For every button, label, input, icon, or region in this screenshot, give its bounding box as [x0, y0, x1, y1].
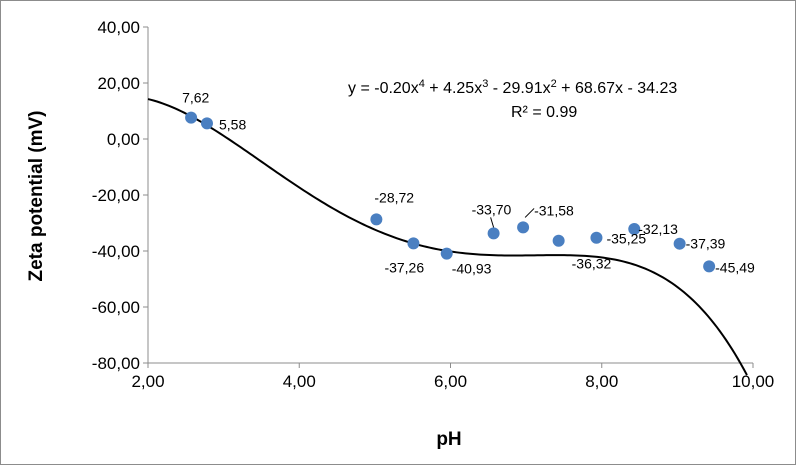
y-tick-label: -60,00: [92, 298, 140, 317]
y-axis-title: Zeta potential (mV): [26, 110, 47, 281]
data-point: [440, 247, 453, 260]
data-label: -33,70: [472, 201, 512, 217]
y-tick-label: 40,00: [97, 18, 140, 37]
data-point: [487, 227, 500, 240]
data-points: [185, 111, 716, 273]
data-point: [200, 117, 213, 130]
y-tick-label: -20,00: [92, 186, 140, 205]
data-point: [590, 231, 603, 244]
data-label: -35,25: [606, 231, 646, 247]
data-label: -36,32: [572, 256, 612, 272]
y-tick-label: -80,00: [92, 354, 140, 373]
y-tick-label: -40,00: [92, 242, 140, 261]
r-squared: R² = 0.99: [511, 104, 577, 121]
x-axis-title: pH: [436, 429, 461, 450]
data-label: -32,13: [638, 221, 678, 237]
data-point: [185, 111, 198, 124]
data-point: [628, 222, 641, 235]
data-labels: 7,62 5,58 -28,72 -37,26 -40,93 -33,70 -31,58 -3…: [182, 90, 755, 277]
x-tick-label: 10,00: [732, 372, 775, 391]
x-tick-label: 8,00: [585, 372, 618, 391]
polynomial-trendline: [147, 98, 748, 376]
label-leader-line: [490, 217, 495, 228]
data-label: 5,58: [219, 116, 246, 132]
data-label: -45,49: [715, 259, 755, 275]
data-label: 7,62: [182, 90, 209, 106]
data-label: -31,58: [534, 202, 574, 218]
data-point: [673, 237, 686, 250]
data-point: [407, 237, 420, 250]
y-tick-label: 0,00: [107, 130, 140, 149]
x-tick-label: 4,00: [283, 372, 316, 391]
trendline-equation: y = -0.20x4 + 4.25x3 - 29.91x2 + 68.67x …: [348, 78, 677, 97]
y-tick-label: 20,00: [97, 74, 140, 93]
data-point: [370, 213, 383, 226]
data-label: -37,26: [384, 259, 424, 275]
x-tick-label: 6,00: [434, 372, 467, 391]
data-point: [703, 260, 716, 273]
label-leader-line: [524, 208, 535, 218]
axes: [147, 27, 753, 364]
data-point: [552, 234, 565, 247]
data-point: [517, 221, 530, 234]
data-label: -40,93: [452, 261, 492, 277]
x-tick-label: 2,00: [131, 372, 164, 391]
tick-labels: 40,00 20,00 0,00 -20,00 -40,00 -60,00 -80,002,…: [92, 18, 774, 391]
data-label: -28,72: [374, 189, 414, 205]
data-label: -37,39: [686, 236, 726, 252]
